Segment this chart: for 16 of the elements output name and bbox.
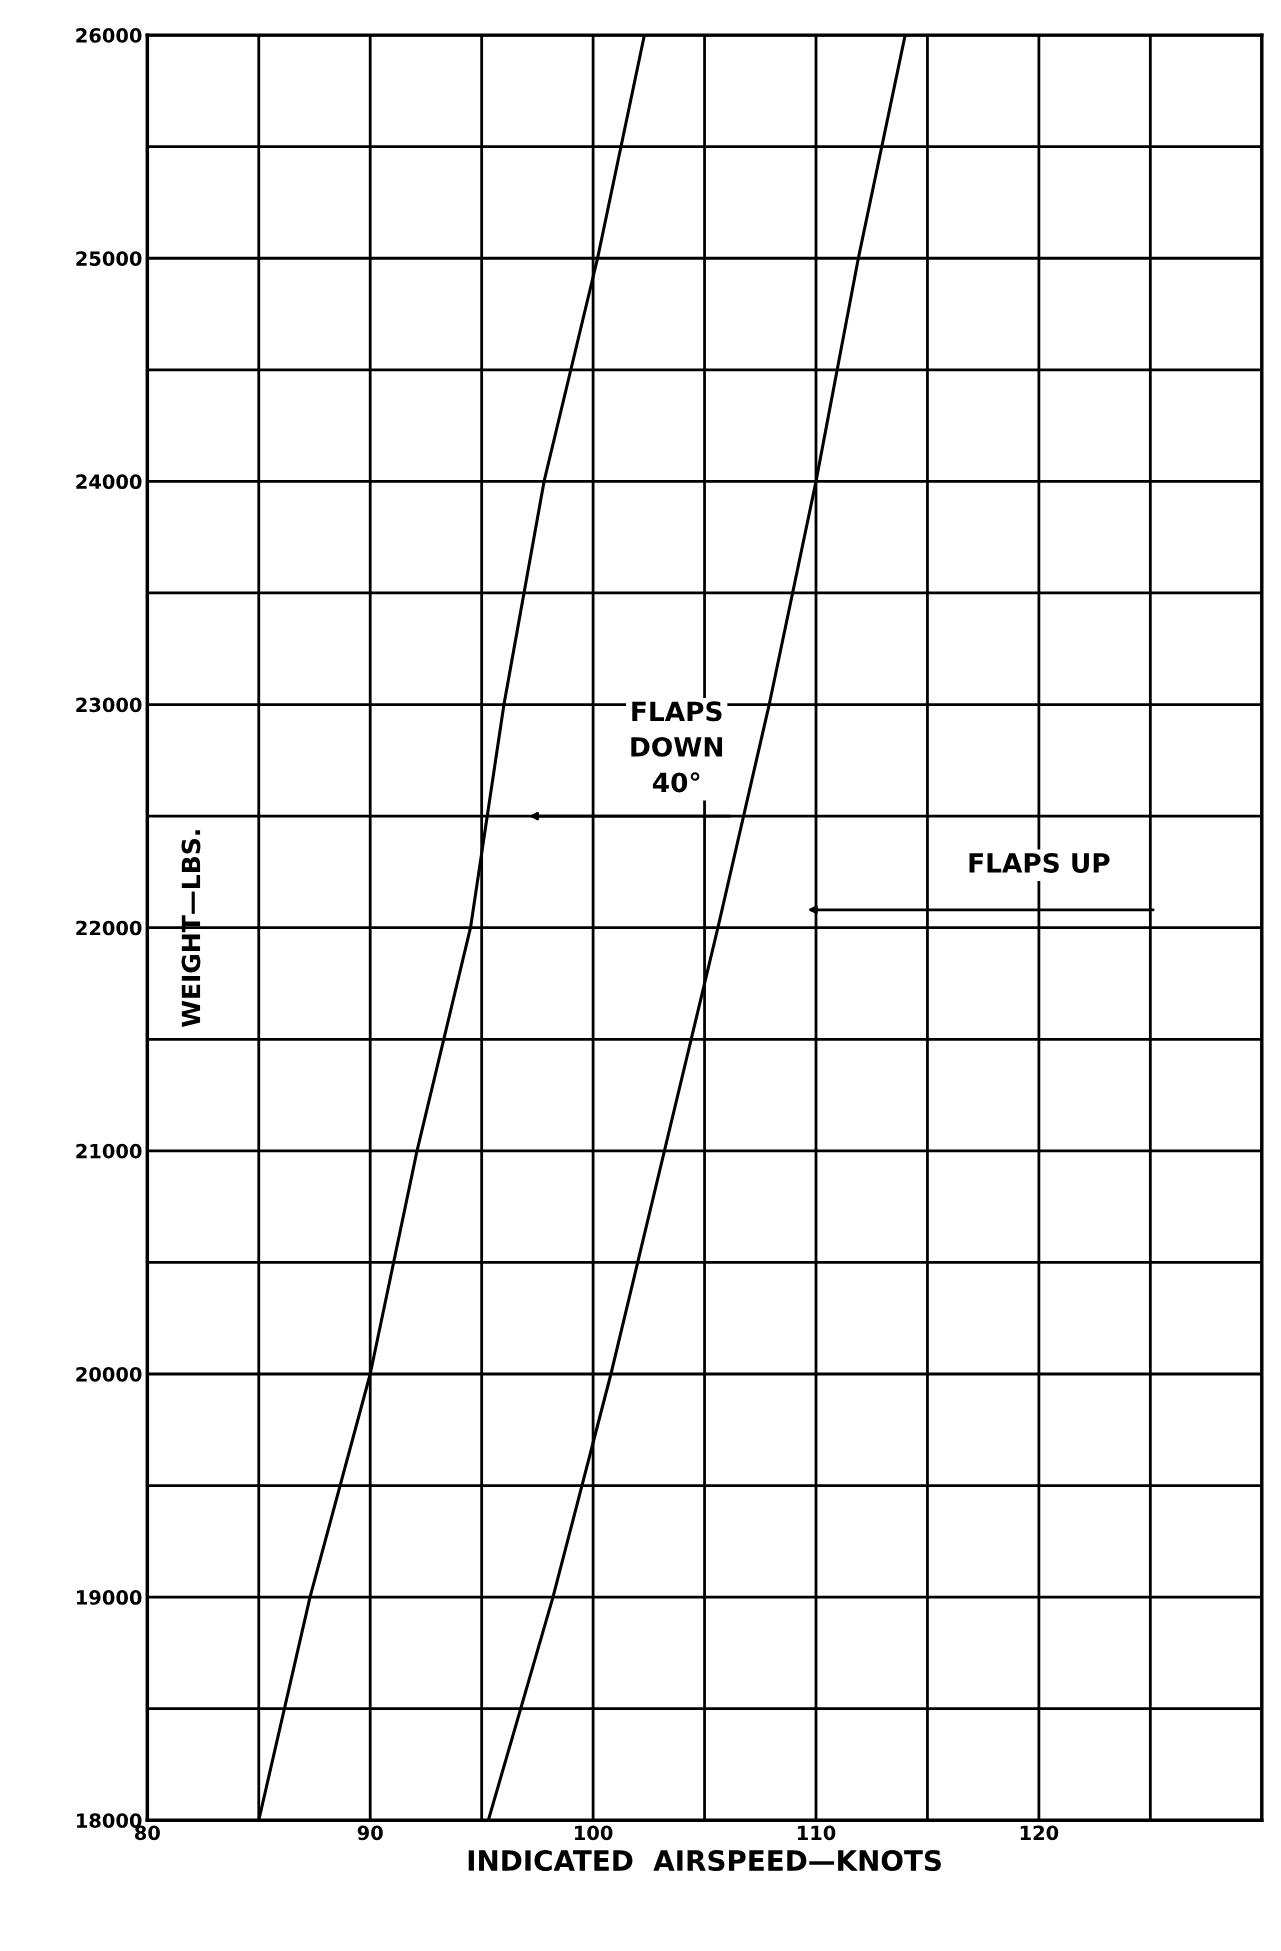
y-tick-label: 23000: [76, 697, 142, 713]
y-tick-label: 22000: [76, 920, 142, 936]
y-tick-label: 25000: [76, 251, 142, 266]
x-tick-label: 120: [1020, 1825, 1059, 1841]
y-axis-title: WEIGHT—LBS.: [181, 830, 201, 1027]
x-axis-title: INDICATED AIRSPEED—KNOTS: [468, 1850, 941, 1872]
x-tick-label: 90: [357, 1825, 383, 1841]
y-tick-label: 24000: [76, 474, 142, 490]
y-tick-label: 21000: [76, 1143, 142, 1159]
x-tick-label: 100: [575, 1825, 613, 1841]
y-tick-label: 19000: [77, 1590, 142, 1605]
annotation: FLAPS UP: [969, 852, 1110, 873]
x-tick-label: 110: [797, 1825, 836, 1841]
annotation: FLAPS DOWN 40°: [631, 701, 723, 793]
y-tick-label: 20000: [76, 1366, 142, 1382]
y-tick-label: 26000: [76, 28, 142, 43]
